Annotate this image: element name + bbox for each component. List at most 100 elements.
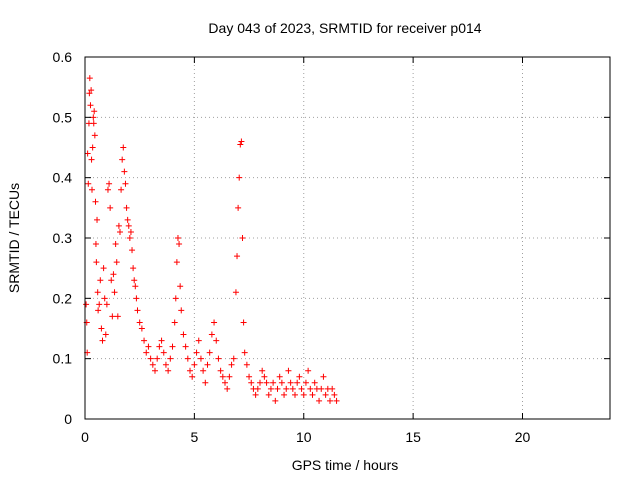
data-point (259, 367, 266, 374)
data-point (162, 361, 169, 368)
data-point (121, 168, 128, 175)
data-point (90, 120, 97, 127)
data-point (215, 355, 222, 362)
data-point (136, 319, 143, 326)
data-point (87, 102, 94, 109)
data-point (248, 379, 255, 386)
data-point (257, 379, 263, 386)
data-point (95, 307, 102, 314)
data-point (211, 319, 218, 326)
y-tick-label: 0.4 (53, 170, 73, 186)
data-point (143, 349, 150, 356)
data-point (158, 337, 165, 344)
data-point (102, 331, 109, 338)
data-point (129, 247, 136, 254)
data-point (97, 277, 104, 284)
data-point (177, 283, 184, 290)
data-point (252, 391, 259, 398)
data-point (104, 186, 111, 193)
data-point (90, 114, 97, 121)
data-point (176, 241, 183, 248)
data-point (206, 349, 213, 356)
data-point (302, 379, 309, 386)
data-point (270, 379, 277, 386)
data-point (127, 228, 134, 235)
data-point (100, 265, 107, 272)
data-point (98, 325, 105, 332)
data-point (213, 337, 220, 344)
data-point (112, 241, 119, 248)
data-point (300, 391, 307, 398)
data-point (149, 361, 156, 368)
data-point (246, 373, 253, 380)
data-point (296, 373, 303, 380)
data-point (182, 343, 189, 350)
y-tick-label: 0.5 (53, 109, 73, 125)
data-point (180, 331, 187, 338)
data-point (132, 283, 139, 290)
data-point (197, 355, 204, 362)
data-point (92, 241, 99, 248)
data-point (189, 373, 196, 380)
data-point (152, 367, 158, 374)
data-point (88, 156, 95, 163)
data-point (191, 361, 198, 368)
data-point (141, 337, 148, 344)
data-point (241, 349, 248, 356)
data-point (331, 391, 338, 398)
data-point (243, 361, 250, 368)
data-point (187, 367, 193, 374)
data-point (126, 235, 133, 241)
data-point (123, 204, 130, 211)
data-point (169, 343, 176, 350)
data-point (154, 355, 161, 362)
data-point (94, 216, 101, 223)
data-point (134, 307, 141, 314)
y-tick-label: 0.2 (53, 290, 73, 306)
data-point (130, 265, 137, 272)
data-point (84, 150, 91, 157)
data-point (138, 325, 145, 332)
data-point (272, 397, 279, 404)
data-point (94, 289, 101, 296)
data-point (327, 397, 333, 404)
data-point (109, 313, 116, 320)
data-point (91, 108, 98, 115)
data-point (120, 144, 127, 151)
data-point (83, 301, 90, 308)
x-tick-label: 5 (190, 429, 198, 445)
data-point (93, 259, 100, 266)
data-point (119, 156, 126, 163)
data-point (224, 385, 231, 392)
data-point (240, 319, 247, 326)
data-point (107, 204, 114, 211)
data-point (133, 295, 140, 302)
data-point (174, 235, 181, 241)
data-point (305, 367, 312, 374)
data-point (237, 141, 244, 148)
y-tick-label: 0 (64, 411, 72, 427)
data-point (156, 343, 163, 350)
data-point (91, 132, 98, 139)
data-point (202, 379, 209, 386)
data-point (86, 90, 93, 97)
grid (85, 57, 610, 419)
data-point (222, 379, 228, 386)
x-tick-label: 0 (81, 429, 89, 445)
data-point (294, 379, 301, 386)
ticks: 0 5 10 15 20 0 0.1 0.2 0.3 0.4 0.5 0.6 (53, 49, 610, 445)
data-point (103, 301, 110, 308)
data-point (287, 379, 294, 386)
data-point (145, 343, 152, 350)
data-point (283, 385, 290, 392)
data-point (113, 259, 120, 266)
data-point (208, 331, 215, 338)
data-point (165, 367, 172, 374)
data-point (204, 361, 211, 368)
data-point (110, 271, 117, 278)
data-point (232, 289, 239, 296)
y-axis-label: SRMTID / TECUs (6, 183, 22, 293)
data-point (101, 295, 108, 302)
